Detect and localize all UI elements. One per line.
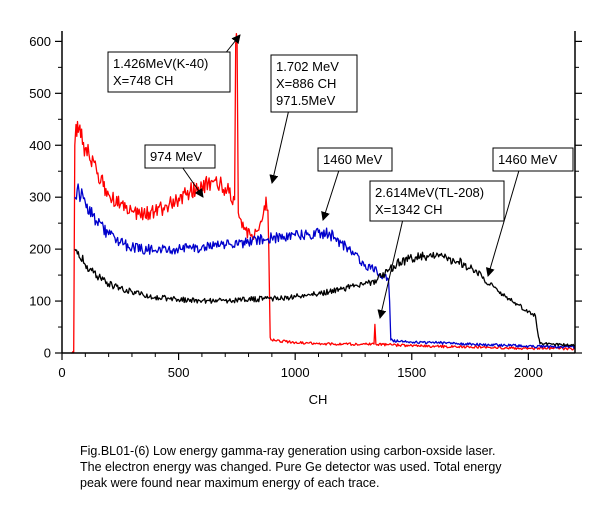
annotation-box: 1.702 MeV X=886 CH 971.5MeV [269, 54, 358, 184]
x-tick-label: 1000 [281, 365, 310, 380]
series-layer [71, 32, 575, 354]
y-tick-label: 200 [29, 242, 51, 257]
y-tick-label: 500 [29, 86, 51, 101]
caption-line-1: Fig.BL01-(6) Low energy gamma-ray genera… [80, 444, 496, 458]
y-tick-label: 400 [29, 138, 51, 153]
annotation-arrow [179, 163, 204, 198]
series-line-3 [74, 248, 575, 347]
annotation-text: X=886 CH [276, 76, 336, 91]
annotation-arrow [377, 218, 404, 319]
x-tick-label: 1500 [397, 365, 426, 380]
annotation-text: 2.614MeV(TL-208) [375, 185, 484, 200]
annotation-text: 971.5MeV [276, 93, 336, 108]
caption-line-2: The electron energy was changed. Pure Ge… [80, 460, 502, 474]
annotation-box: 974 MeV [144, 144, 216, 198]
annotation-text: 1.702 MeV [276, 59, 339, 74]
caption-line-3: peak were found near maximum energy of e… [80, 476, 380, 490]
annotation-arrow [321, 166, 341, 221]
annotations-layer: 1.426MeV(K-40) X=748 CH 1.702 MeV X=886 CH 9… [107, 34, 574, 319]
annotation-box: 1.426MeV(K-40) X=748 CH [107, 34, 241, 93]
series-line-2 [74, 183, 575, 349]
y-tick-label: 0 [44, 346, 51, 361]
annotation-box: 1460 MeV [485, 147, 574, 277]
x-tick-label: 500 [168, 365, 190, 380]
annotation-text: X=1342 CH [375, 202, 443, 217]
annotation-text: 1460 MeV [323, 152, 383, 167]
series-line-1 [71, 32, 575, 354]
y-tick-label: 300 [29, 190, 51, 205]
y-tick-label: 100 [29, 294, 51, 309]
annotation-text: 974 MeV [150, 149, 202, 164]
annotation-text: 1.426MeV(K-40) [113, 56, 208, 71]
annotation-box: 1460 MeV [317, 147, 393, 221]
annotation-text: X=748 CH [113, 73, 173, 88]
x-axis-title: CH [309, 392, 328, 407]
annotation-arrow [269, 104, 291, 184]
x-tick-label: 0 [58, 365, 65, 380]
x-tick-label: 2000 [514, 365, 543, 380]
annotation-box: 2.614MeV(TL-208) X=1342 CH [369, 180, 505, 319]
axes-layer: 0 100 200 300 400 500 600 0 500 1000 1500 2000 [29, 31, 582, 380]
annotation-text: 1460 MeV [498, 152, 558, 167]
y-tick-label: 600 [29, 34, 51, 49]
spectrum-chart: 0 100 200 300 400 500 600 0 500 1000 1500 2000 CH 1… [29, 31, 582, 407]
figure-caption: Fig.BL01-(6) Low energy gamma-ray genera… [80, 443, 590, 491]
